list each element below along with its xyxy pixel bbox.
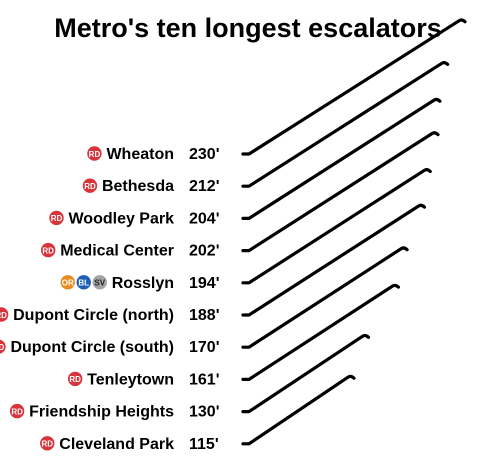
line-badge-rd xyxy=(0,339,6,354)
line-badge-label: RD xyxy=(0,343,4,352)
line-badge-rd xyxy=(49,210,64,226)
station-label: Cleveland Park xyxy=(59,436,174,453)
escalator-row: Wheaton RD 230' xyxy=(87,18,467,163)
station-label: Wheaton xyxy=(106,146,174,163)
value-label: 115' xyxy=(189,436,219,453)
value-label: 202' xyxy=(189,243,220,260)
escalator-line xyxy=(241,246,409,349)
line-badge-label: RD xyxy=(0,311,7,320)
station-label: Dupont Circle (north) xyxy=(13,307,174,324)
chart-title: Metro's ten longest escalators xyxy=(54,13,442,43)
value-label: 170' xyxy=(189,339,220,356)
escalator-row: Friendship Heights RD 130' xyxy=(9,333,371,421)
line-badge-label: OR xyxy=(62,279,74,288)
station-label: Bethesda xyxy=(102,178,174,195)
line-badge-rd xyxy=(40,436,55,451)
value-label: 204' xyxy=(189,210,220,227)
escalator-row: Bethesda RD 212' xyxy=(82,61,450,195)
value-label: 161' xyxy=(189,371,220,388)
line-badge-rd xyxy=(40,242,56,258)
line-badge-label: BL xyxy=(78,279,89,288)
station-label: Medical Center xyxy=(60,243,174,260)
escalator-line xyxy=(241,131,440,253)
station-label: Rosslyn xyxy=(112,275,174,292)
station-label: Friendship Heights xyxy=(29,404,174,421)
line-badge-rd xyxy=(9,403,25,419)
line-badge-bl xyxy=(76,275,91,290)
line-badge-rd xyxy=(82,178,98,193)
station-label: Woodley Park xyxy=(68,210,174,227)
escalator-line xyxy=(241,18,467,156)
value-label: 212' xyxy=(189,178,220,195)
escalator-line xyxy=(241,168,432,285)
line-badge-label: RD xyxy=(42,246,54,255)
line-badge-label: RD xyxy=(69,375,81,384)
value-label: 230' xyxy=(189,146,220,163)
line-badge-rd xyxy=(87,146,102,161)
escalator-line xyxy=(241,203,427,317)
line-badge-sv xyxy=(92,275,107,290)
escalator-row: Woodley Park RD 204' xyxy=(49,97,442,227)
escalator-row: Medical Center RD 202' xyxy=(40,131,440,260)
escalator-row: Cleveland Park RD 115' xyxy=(40,374,356,453)
station-label: Tenleytown xyxy=(87,371,174,388)
escalator-line xyxy=(241,61,450,188)
escalator-line xyxy=(241,283,400,381)
value-label: 194' xyxy=(189,275,220,292)
value-label: 130' xyxy=(189,404,220,421)
escalator-row: Dupont Circle (north) RD 188' xyxy=(0,203,427,324)
line-badge-rd xyxy=(67,371,83,387)
escalator-line xyxy=(241,97,442,220)
value-label: 188' xyxy=(189,307,220,324)
line-badge-label: RD xyxy=(51,214,63,223)
escalator-line xyxy=(241,333,371,414)
line-badge-or xyxy=(60,275,75,290)
line-badge-label: RD xyxy=(11,407,23,416)
escalator-row: Tenleytown RD 161' xyxy=(67,283,400,388)
escalator-row: Dupont Circle (south) RD 170' xyxy=(0,246,409,356)
line-badge-label: RD xyxy=(41,440,53,449)
line-badge-label: RD xyxy=(84,182,96,191)
line-badge-label: SV xyxy=(94,279,105,288)
line-badge-label: RD xyxy=(89,150,101,159)
escalator-line xyxy=(241,374,356,446)
station-label: Dupont Circle (south) xyxy=(10,339,174,356)
line-badge-rd xyxy=(0,307,9,322)
escalator-row: Rosslyn SV BL OR 194' xyxy=(60,168,432,292)
